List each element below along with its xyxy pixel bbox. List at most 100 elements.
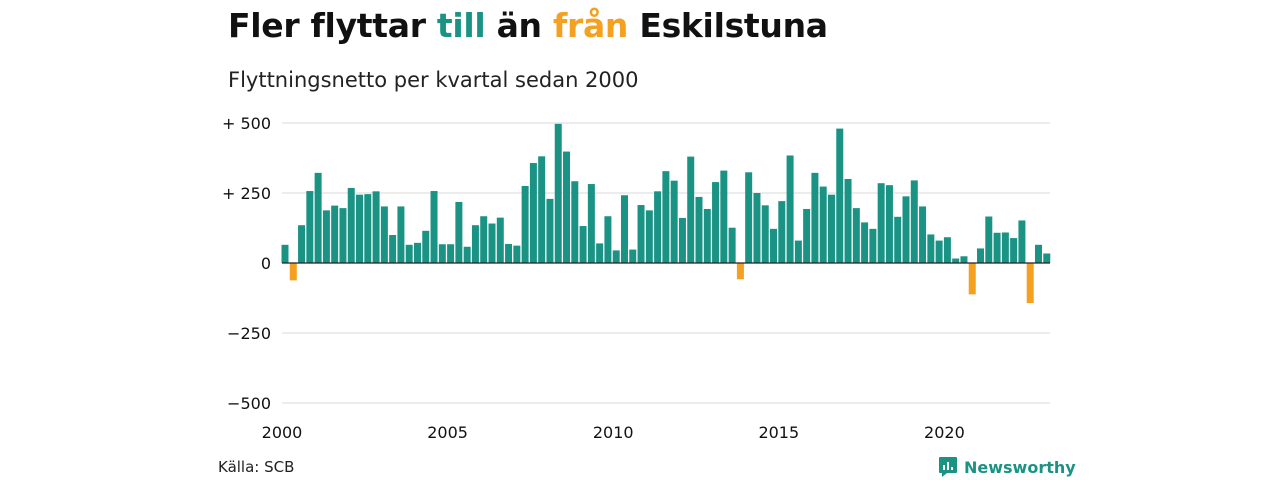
bar xyxy=(927,234,935,263)
title-part-1: Fler flyttar xyxy=(228,6,437,45)
bar xyxy=(356,194,364,263)
bar xyxy=(339,208,347,263)
bar xyxy=(753,193,761,263)
bar xyxy=(364,194,372,263)
bar xyxy=(579,226,587,263)
bar xyxy=(852,208,860,263)
bar xyxy=(637,205,645,263)
bar xyxy=(513,245,521,263)
bar xyxy=(1010,238,1018,263)
bar xyxy=(819,186,827,263)
bar xyxy=(438,244,446,263)
bar xyxy=(836,128,844,263)
bar xyxy=(678,217,686,263)
bar xyxy=(662,171,670,263)
bar xyxy=(861,222,869,263)
bar xyxy=(447,244,455,263)
bar-chart: + 500 + 250 0 −250 −500 2000 2005 2010 2015 2020 xyxy=(222,114,1051,442)
bar xyxy=(778,201,786,263)
bar xyxy=(463,246,471,263)
bar xyxy=(786,155,794,263)
bar xyxy=(803,208,811,263)
bar xyxy=(1018,220,1026,263)
bar xyxy=(993,232,1001,263)
bar xyxy=(985,216,993,263)
bar xyxy=(331,205,339,263)
x-tick-label: 2015 xyxy=(758,423,799,442)
bar xyxy=(977,248,985,263)
bar xyxy=(902,196,910,263)
bar xyxy=(1034,244,1042,263)
bar xyxy=(736,263,744,280)
bar xyxy=(952,258,960,263)
bar xyxy=(745,172,753,263)
bar xyxy=(968,263,976,295)
bar xyxy=(422,230,430,263)
title-part-5: Eskilstuna xyxy=(628,6,828,45)
bar xyxy=(1026,263,1034,304)
bar xyxy=(720,170,728,263)
bar xyxy=(695,196,703,263)
bar xyxy=(347,187,355,263)
bar xyxy=(380,206,388,263)
bar xyxy=(322,210,330,263)
bar xyxy=(712,182,720,263)
bar xyxy=(827,194,835,263)
bar xyxy=(1043,253,1051,263)
bar xyxy=(538,156,546,263)
bar xyxy=(604,216,612,263)
bar xyxy=(289,263,297,281)
bar xyxy=(488,223,496,263)
axis-layer: + 500 + 250 0 −250 −500 2000 2005 2010 2015 2020 xyxy=(222,114,1050,442)
bar xyxy=(554,123,562,263)
x-tick-label: 2010 xyxy=(593,423,634,442)
bar xyxy=(413,242,421,263)
bar xyxy=(596,243,604,263)
bar xyxy=(844,179,852,263)
bar xyxy=(703,208,711,263)
bar xyxy=(496,217,504,263)
chart-title: Fler flyttar till än från Eskilstuna xyxy=(228,6,828,45)
bar xyxy=(612,250,620,263)
x-tick-label: 2005 xyxy=(427,423,468,442)
bar xyxy=(587,184,595,263)
bar xyxy=(910,180,918,263)
bar xyxy=(869,228,877,263)
y-tick-label: −250 xyxy=(227,324,271,343)
bar xyxy=(397,206,405,263)
bar xyxy=(811,172,819,263)
bar xyxy=(314,172,322,263)
bar xyxy=(480,216,488,263)
bar xyxy=(306,191,314,263)
bar xyxy=(654,191,662,263)
brand-name: Newsworthy xyxy=(964,457,1076,477)
bar xyxy=(389,235,397,263)
bar xyxy=(405,244,413,263)
bar xyxy=(471,225,479,263)
bar xyxy=(281,244,289,263)
bar xyxy=(455,201,463,263)
x-tick-label: 2020 xyxy=(924,423,965,442)
bar xyxy=(529,163,537,263)
brand-logo-link[interactable]: Newsworthy xyxy=(938,456,1076,478)
bar xyxy=(620,195,628,263)
source-note: Källa: SCB xyxy=(218,458,295,476)
bar-layer xyxy=(281,123,1051,304)
bar xyxy=(645,210,653,263)
bar xyxy=(687,156,695,263)
bar xyxy=(728,227,736,263)
x-tick-label: 2000 xyxy=(262,423,303,442)
bar xyxy=(885,185,893,263)
bar xyxy=(298,225,306,263)
y-tick-label: −500 xyxy=(227,394,271,413)
y-tick-label: + 250 xyxy=(222,184,271,203)
newsworthy-logo-icon xyxy=(939,457,957,477)
title-highlight-fran: från xyxy=(552,6,629,45)
bar xyxy=(919,206,927,263)
title-part-3: än xyxy=(485,6,553,45)
bar xyxy=(546,198,554,263)
bar xyxy=(960,256,968,263)
chart-subtitle: Flyttningsnetto per kvartal sedan 2000 xyxy=(228,68,639,92)
bar xyxy=(670,180,678,263)
bar xyxy=(794,240,802,263)
